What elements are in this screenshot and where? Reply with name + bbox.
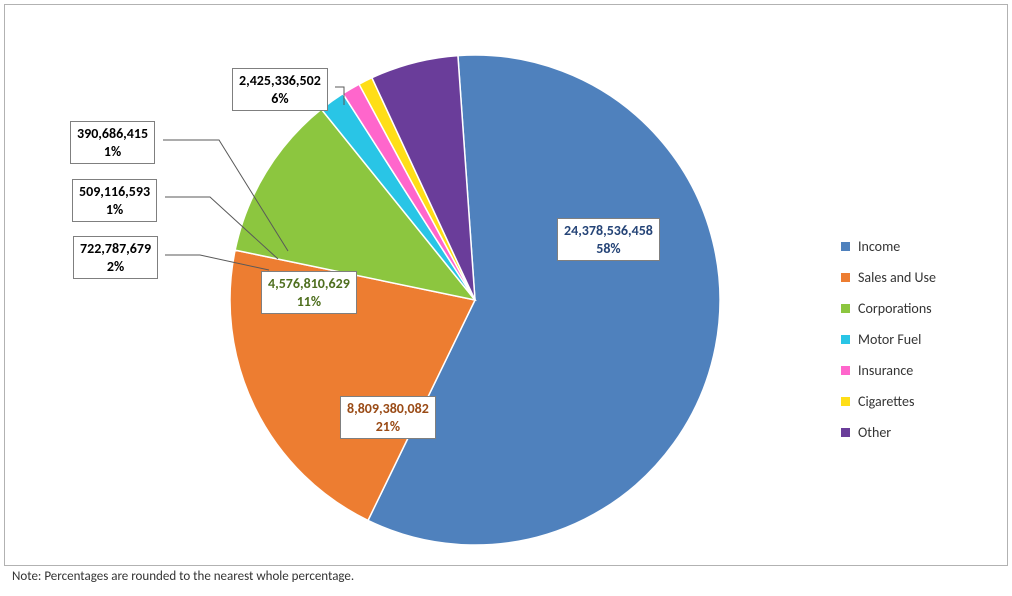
data-label-value: 722,787,679 — [80, 240, 151, 258]
data-label-percent: 2% — [80, 258, 151, 276]
legend-label: Sales and Use — [858, 269, 936, 286]
legend-item-sales-and-use: Sales and Use — [841, 262, 936, 293]
legend-swatch-icon — [841, 366, 850, 375]
legend-swatch-icon — [841, 242, 850, 251]
data-label-insurance: 509,116,5931% — [72, 179, 157, 222]
data-label-percent: 1% — [79, 201, 150, 219]
legend-label: Cigarettes — [858, 393, 914, 410]
legend-item-income: Income — [841, 231, 936, 262]
chart-frame: 24,378,536,45858% 8,809,380,08221% 4,576,8… — [4, 4, 1008, 566]
legend-item-corporations: Corporations — [841, 293, 936, 324]
data-label-value: 8,809,380,082 — [347, 400, 429, 418]
legend: Income Sales and Use Corporations Motor Fue… — [841, 231, 936, 448]
legend-swatch-icon — [841, 397, 850, 406]
data-label-percent: 11% — [268, 293, 350, 311]
data-label-value: 24,378,536,458 — [564, 222, 653, 240]
data-label-percent: 1% — [77, 143, 148, 161]
data-label-value: 390,686,415 — [77, 125, 148, 143]
data-label-corporations: 4,576,810,62911% — [261, 271, 357, 314]
legend-label: Insurance — [858, 362, 913, 379]
data-label-cigarettes: 390,686,4151% — [70, 121, 155, 164]
legend-label: Corporations — [858, 300, 932, 317]
data-label-value: 509,116,593 — [79, 183, 150, 201]
data-label-other: 2,425,336,5026% — [232, 68, 328, 111]
legend-swatch-icon — [841, 335, 850, 344]
legend-item-insurance: Insurance — [841, 355, 936, 386]
data-label-value: 2,425,336,502 — [239, 72, 321, 90]
data-label-sales-and-use: 8,809,380,08221% — [340, 396, 436, 439]
legend-swatch-icon — [841, 304, 850, 313]
legend-item-motor-fuel: Motor Fuel — [841, 324, 936, 355]
data-label-value: 4,576,810,629 — [268, 275, 350, 293]
legend-swatch-icon — [841, 428, 850, 437]
legend-item-other: Other — [841, 417, 936, 448]
data-label-motor-fuel: 722,787,6792% — [73, 236, 158, 279]
legend-swatch-icon — [841, 273, 850, 282]
legend-label: Income — [858, 238, 900, 255]
data-label-percent: 21% — [347, 418, 429, 436]
legend-label: Motor Fuel — [858, 331, 921, 348]
data-label-percent: 58% — [564, 240, 653, 258]
legend-item-cigarettes: Cigarettes — [841, 386, 936, 417]
legend-label: Other — [858, 424, 891, 441]
data-label-percent: 6% — [239, 90, 321, 108]
footnote: Note: Percentages are rounded to the nea… — [12, 569, 354, 584]
data-label-income: 24,378,536,45858% — [557, 218, 660, 261]
